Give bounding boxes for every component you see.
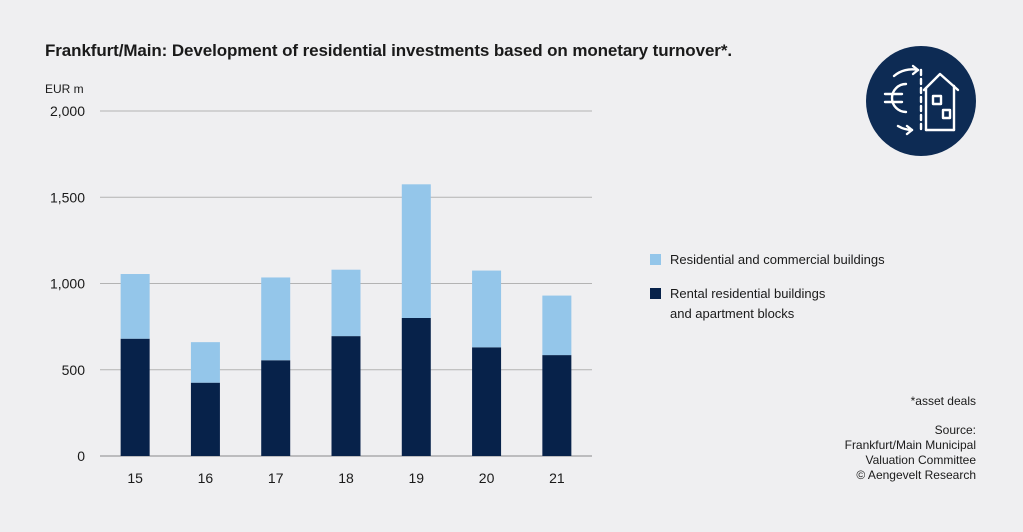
legend-swatch-light: [650, 254, 661, 265]
legend-label: Rental residential buildings and apartme…: [670, 286, 826, 321]
notes: *asset deals Source: Frankfurt/Main Muni…: [845, 394, 976, 483]
legend-item-rental-residential: Rental residential buildings and apartme…: [650, 284, 885, 324]
chart-title: Frankfurt/Main: Development of residenti…: [45, 41, 732, 60]
bar-segment: [190, 382, 220, 456]
y-axis-label: EUR m: [45, 82, 84, 96]
legend-label: Residential and commercial buildings: [670, 252, 885, 267]
logo-euro-house-icon: [866, 46, 976, 156]
source-label: Source:: [934, 423, 976, 437]
bar-segment: [542, 355, 572, 456]
bar-segment: [120, 338, 150, 456]
x-tick-label: 16: [198, 470, 214, 486]
bar-segment: [472, 270, 502, 348]
legend-swatch-dark: [650, 288, 661, 299]
legend-item-residential-commercial: Residential and commercial buildings: [650, 250, 885, 270]
y-tick-label: 1,500: [50, 189, 85, 205]
x-tick-label: 17: [268, 470, 284, 486]
x-tick-label: 18: [338, 470, 354, 486]
x-tick-label: 20: [479, 470, 495, 486]
source-line: © Aengevelt Research: [856, 468, 976, 482]
bar-segment: [472, 347, 502, 456]
bar-segment: [401, 184, 431, 318]
x-tick-label: 21: [549, 470, 565, 486]
x-tick-label: 15: [127, 470, 143, 486]
y-tick-label: 0: [77, 448, 85, 464]
bar-segment: [401, 318, 431, 456]
axes: EUR m 0 500 1,000 1,500 2,000 15 16 17 18 19 20 21: [45, 82, 565, 486]
x-tick-label: 19: [408, 470, 424, 486]
source-line: Valuation Committee: [865, 453, 977, 467]
bar-segment: [331, 269, 361, 337]
legend: Residential and commercial buildings Ren…: [650, 250, 885, 338]
bars: [120, 184, 572, 456]
y-tick-label: 500: [62, 362, 86, 378]
y-tick-label: 2,000: [50, 103, 85, 119]
bar-segment: [261, 277, 291, 361]
bar-segment: [190, 342, 220, 383]
source-line: Frankfurt/Main Municipal: [844, 438, 976, 452]
footnote: *asset deals: [910, 394, 976, 408]
bar-segment: [331, 336, 361, 456]
y-tick-label: 1,000: [50, 276, 85, 292]
bar-segment: [261, 360, 291, 456]
bar-segment: [120, 274, 150, 339]
bar-segment: [542, 295, 572, 356]
